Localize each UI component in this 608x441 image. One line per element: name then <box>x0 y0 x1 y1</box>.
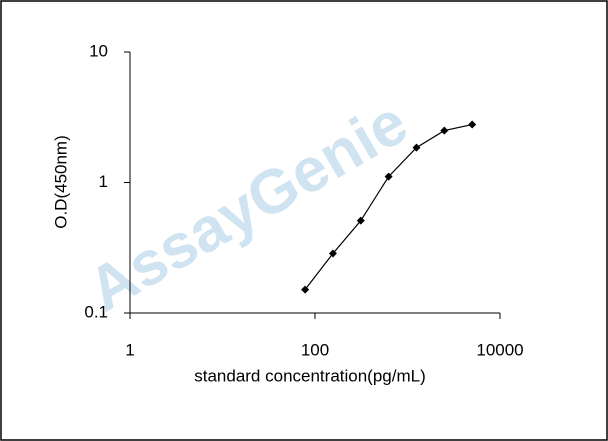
data-point <box>440 126 449 135</box>
data-point <box>328 249 337 258</box>
data-point <box>412 143 421 152</box>
y-axis-label: O.D(450nm) <box>51 135 70 229</box>
data-point <box>468 120 477 129</box>
data-point <box>301 285 310 294</box>
y-tick-label: 10 <box>89 41 108 60</box>
x-tick-label: 1 <box>125 340 134 359</box>
y-tick-label: 1 <box>99 172 108 191</box>
x-tick-label: 100 <box>301 340 329 359</box>
data-point <box>384 172 393 181</box>
data-point <box>356 216 365 225</box>
x-tick-label: 10000 <box>476 340 523 359</box>
x-axis-label: standard concentration(pg/mL) <box>194 366 426 385</box>
y-tick-label: 0.1 <box>84 302 108 321</box>
